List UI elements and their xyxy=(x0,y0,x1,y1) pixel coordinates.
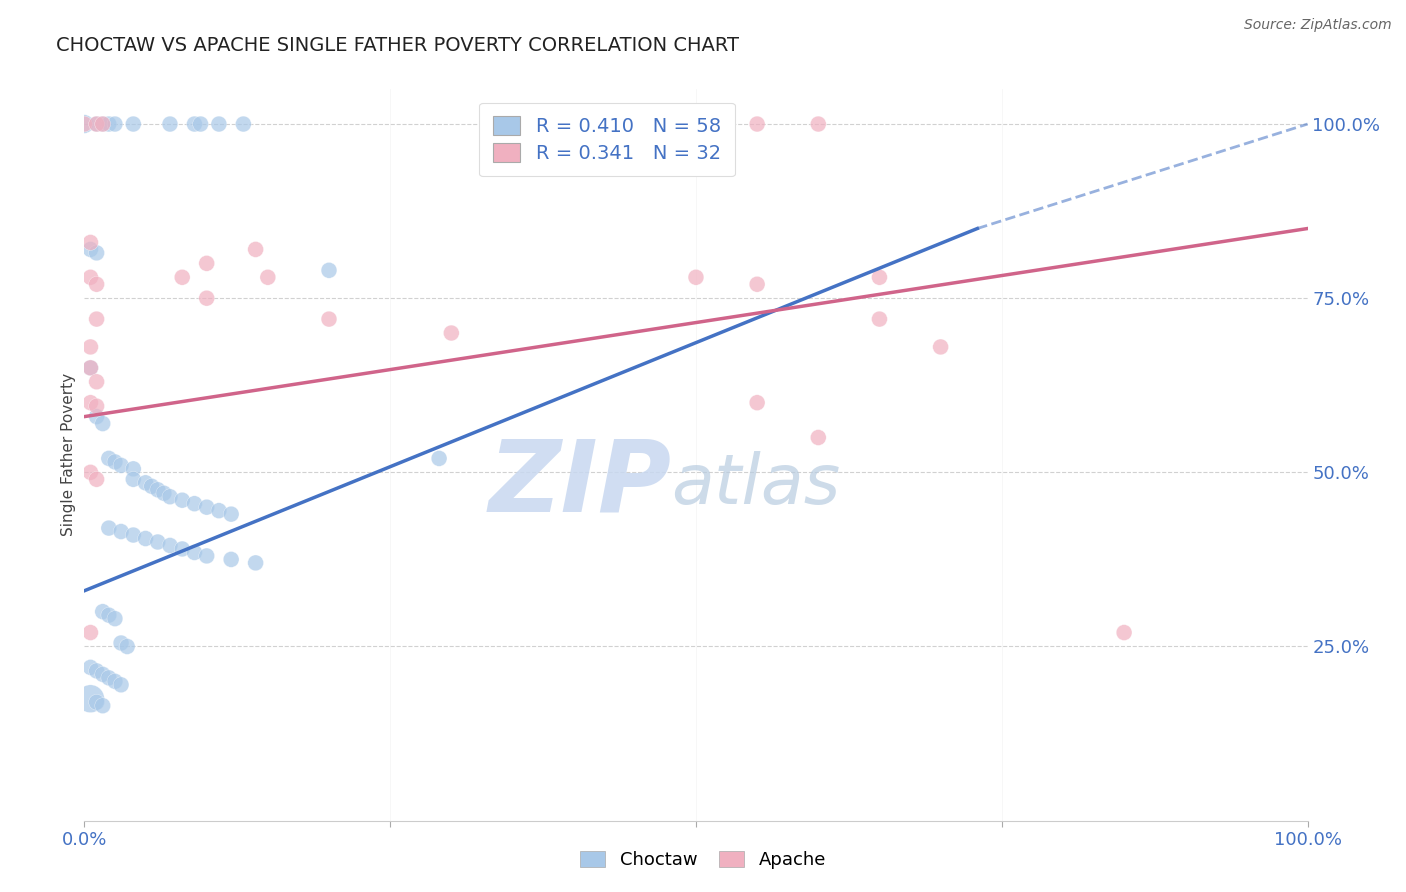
Point xyxy=(86,117,108,131)
Point xyxy=(807,430,830,444)
Point xyxy=(73,117,96,131)
Point xyxy=(245,556,267,570)
Point xyxy=(91,417,114,431)
Point xyxy=(232,117,254,131)
Text: Source: ZipAtlas.com: Source: ZipAtlas.com xyxy=(1244,18,1392,32)
Point xyxy=(91,605,114,619)
Point xyxy=(86,409,108,424)
Point xyxy=(79,360,101,375)
Point xyxy=(86,277,108,292)
Point xyxy=(929,340,952,354)
Point xyxy=(195,549,218,563)
Point xyxy=(1114,625,1136,640)
Point xyxy=(195,291,218,305)
Point xyxy=(427,451,450,466)
Point xyxy=(195,500,218,515)
Point xyxy=(195,256,218,270)
Legend: R = 0.410   N = 58, R = 0.341   N = 32: R = 0.410 N = 58, R = 0.341 N = 32 xyxy=(479,103,734,177)
Text: ZIP: ZIP xyxy=(488,435,672,533)
Point xyxy=(153,486,176,500)
Point xyxy=(86,399,108,413)
Point xyxy=(86,695,108,709)
Point xyxy=(79,625,101,640)
Point xyxy=(97,671,120,685)
Point xyxy=(146,483,169,497)
Point xyxy=(91,698,114,713)
Point xyxy=(146,535,169,549)
Point xyxy=(159,539,181,553)
Point xyxy=(440,326,463,340)
Point xyxy=(219,552,242,566)
Point xyxy=(110,458,132,473)
Point xyxy=(104,674,127,689)
Point xyxy=(219,507,242,521)
Point xyxy=(79,243,101,257)
Point xyxy=(172,270,194,285)
Point xyxy=(86,375,108,389)
Point xyxy=(86,246,108,260)
Point xyxy=(91,117,114,131)
Point xyxy=(86,312,108,326)
Point xyxy=(747,277,769,292)
Point xyxy=(79,691,101,706)
Point xyxy=(79,270,101,285)
Point xyxy=(159,117,181,131)
Point xyxy=(91,667,114,681)
Point xyxy=(122,117,145,131)
Point xyxy=(86,117,108,131)
Point xyxy=(122,472,145,486)
Point xyxy=(172,541,194,556)
Point xyxy=(807,117,830,131)
Point xyxy=(122,462,145,476)
Point xyxy=(183,545,205,559)
Point xyxy=(190,117,212,131)
Text: atlas: atlas xyxy=(672,450,841,517)
Point xyxy=(79,466,101,480)
Point xyxy=(869,270,891,285)
Point xyxy=(208,117,231,131)
Point xyxy=(79,360,101,375)
Point xyxy=(141,479,163,493)
Point xyxy=(79,395,101,409)
Point xyxy=(159,490,181,504)
Y-axis label: Single Father Poverty: Single Father Poverty xyxy=(60,374,76,536)
Point xyxy=(97,521,120,535)
Point xyxy=(208,503,231,517)
Point xyxy=(685,270,707,285)
Point xyxy=(318,263,340,277)
Point xyxy=(257,270,280,285)
Point xyxy=(135,475,157,490)
Point xyxy=(115,640,138,654)
Point xyxy=(104,455,127,469)
Point xyxy=(869,312,891,326)
Point xyxy=(104,612,127,626)
Point xyxy=(245,243,267,257)
Legend: Choctaw, Apache: Choctaw, Apache xyxy=(571,842,835,879)
Point xyxy=(97,451,120,466)
Point xyxy=(110,524,132,539)
Point xyxy=(122,528,145,542)
Point xyxy=(183,117,205,131)
Point xyxy=(97,608,120,623)
Point xyxy=(747,395,769,409)
Point xyxy=(110,636,132,650)
Point xyxy=(97,117,120,131)
Point xyxy=(104,117,127,131)
Point xyxy=(318,312,340,326)
Point xyxy=(73,117,96,131)
Point xyxy=(91,117,114,131)
Point xyxy=(79,660,101,674)
Point xyxy=(79,340,101,354)
Point xyxy=(183,497,205,511)
Point xyxy=(172,493,194,508)
Point xyxy=(110,678,132,692)
Text: CHOCTAW VS APACHE SINGLE FATHER POVERTY CORRELATION CHART: CHOCTAW VS APACHE SINGLE FATHER POVERTY … xyxy=(56,36,740,54)
Point xyxy=(86,472,108,486)
Point xyxy=(135,532,157,546)
Point xyxy=(86,664,108,678)
Point xyxy=(79,235,101,250)
Point xyxy=(747,117,769,131)
